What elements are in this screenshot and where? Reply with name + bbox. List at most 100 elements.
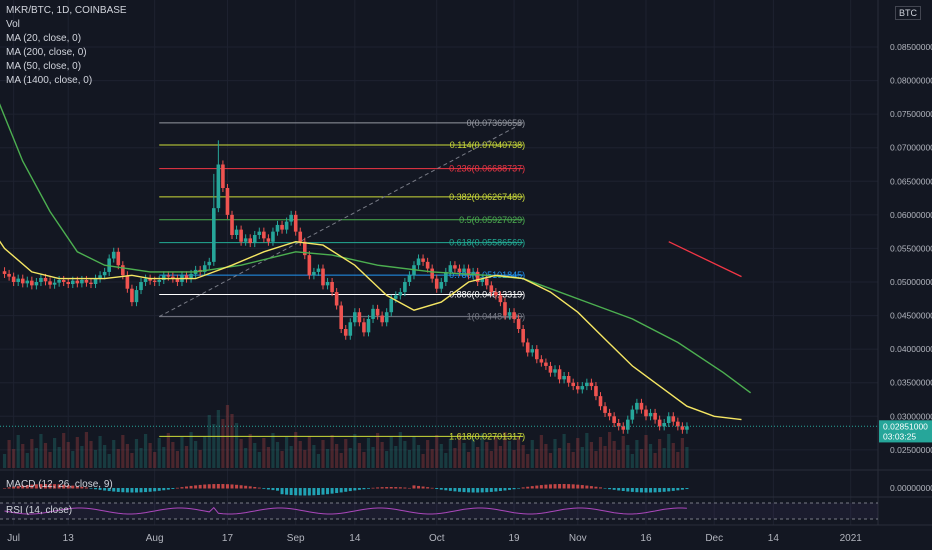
fib-level-label: 0.236(0.06688737) <box>449 164 525 174</box>
candle-body <box>34 282 39 286</box>
volume-bar <box>344 439 348 468</box>
macd-histogram-bar <box>676 488 680 491</box>
macd-histogram-bar <box>617 488 621 491</box>
volume-bar <box>125 444 129 468</box>
volume-bar <box>448 439 452 468</box>
volume-bar <box>617 450 621 468</box>
volume-bar <box>526 454 530 468</box>
macd-histogram-bar <box>312 488 316 496</box>
candle-body <box>271 231 275 242</box>
candle-body <box>302 241 307 256</box>
macd-histogram-bar <box>471 488 475 493</box>
candle-body <box>498 295 503 303</box>
macd-histogram-bar <box>225 484 229 489</box>
volume-bar <box>457 434 462 468</box>
volume-bar <box>157 438 161 468</box>
candle-body <box>571 382 576 387</box>
macd-histogram-bar <box>12 486 16 489</box>
macd-histogram-bar <box>294 488 298 496</box>
candle-body <box>357 312 362 323</box>
volume-bar <box>380 442 384 468</box>
candle-body <box>434 278 439 289</box>
macd-histogram-bar <box>430 487 434 489</box>
macd-histogram-bar <box>221 484 225 489</box>
candle-body <box>585 382 589 387</box>
fib-level-label: 0.5(0.05927029) <box>459 215 525 225</box>
macd-histogram-bar <box>3 488 7 489</box>
volume-bar <box>348 448 352 468</box>
candle-body <box>548 365 553 373</box>
volume-bar <box>266 447 271 468</box>
candle-body <box>93 278 98 285</box>
macd-histogram-bar <box>585 485 589 489</box>
macd-histogram-bar <box>503 488 507 491</box>
volume-bar <box>248 434 252 468</box>
volume-bar <box>439 444 443 468</box>
candle-body <box>603 406 607 413</box>
candle-body <box>2 271 7 274</box>
legend-ma50[interactable]: MA (50, close, 0) <box>6 61 82 72</box>
volume-bar <box>571 452 575 468</box>
macd-histogram-bar <box>198 484 202 489</box>
macd-histogram-bar <box>603 488 607 489</box>
macd-histogram-bar <box>130 488 134 493</box>
candle-body <box>389 298 394 313</box>
volume-bar <box>485 442 489 468</box>
macd-histogram-bar <box>103 488 107 491</box>
candle-body <box>98 275 102 279</box>
legend-ma1400[interactable]: MA (1400, close, 0) <box>6 75 93 86</box>
candle-body <box>589 382 594 387</box>
y-tick-label: 0.05500000 <box>890 243 932 253</box>
fib-trend-line <box>158 122 524 318</box>
volume-bar <box>171 442 175 468</box>
macd-histogram-bar <box>253 486 257 489</box>
indicator-legend: MKR/BTC, 1D, COINBASE Vol MA (20, close,… <box>6 4 127 88</box>
volume-bar <box>103 445 107 468</box>
macd-histogram-bar <box>621 488 625 492</box>
macd-histogram-bar <box>257 487 261 489</box>
macd-histogram-bar <box>498 488 502 492</box>
candle-body <box>248 238 253 244</box>
macd-histogram-bar <box>335 488 339 494</box>
macd-histogram-bar <box>535 485 539 489</box>
macd-histogram-bar <box>89 488 93 489</box>
candle-body <box>635 402 639 410</box>
macd-histogram-bar <box>16 486 20 489</box>
legend-ma20[interactable]: MA (20, close, 0) <box>6 33 82 44</box>
macd-histogram-bar <box>662 488 666 492</box>
volume-bar <box>184 446 189 468</box>
candle-body <box>243 238 248 242</box>
volume-bar <box>644 435 648 468</box>
volume-bar <box>80 446 84 468</box>
volume-bar <box>75 437 79 468</box>
candle-body <box>16 278 20 282</box>
macd-histogram-bar <box>153 488 157 492</box>
candle-body <box>666 416 671 423</box>
legend-ma200[interactable]: MA (200, close, 0) <box>6 47 87 58</box>
fib-level-label: 0.618(0.05586569) <box>449 238 525 248</box>
macd-histogram-bar <box>426 487 430 489</box>
volume-bar <box>21 444 25 468</box>
volume-bar <box>253 443 257 468</box>
legend-vol[interactable]: Vol <box>6 19 20 30</box>
volume-bar <box>298 441 302 468</box>
volume-bar <box>576 438 580 468</box>
currency-badge[interactable]: BTC <box>895 6 921 20</box>
macd-histogram-bar <box>435 488 439 490</box>
volume-bar <box>621 436 625 468</box>
symbol-title[interactable]: MKR/BTC, 1D, COINBASE <box>6 5 127 16</box>
macd-histogram-bar <box>316 488 320 496</box>
volume-bar <box>221 419 225 468</box>
macd-histogram-bar <box>658 488 662 493</box>
candle-body <box>312 271 316 276</box>
macd-histogram-bar <box>348 488 352 492</box>
volume-bar <box>635 440 639 468</box>
candle-body <box>252 235 257 244</box>
volume-bar <box>153 452 157 468</box>
candle-body <box>157 279 162 282</box>
candle-body <box>407 275 412 282</box>
macd-histogram-bar <box>21 485 25 489</box>
volume-bar <box>71 451 75 468</box>
candle-body <box>489 285 494 293</box>
